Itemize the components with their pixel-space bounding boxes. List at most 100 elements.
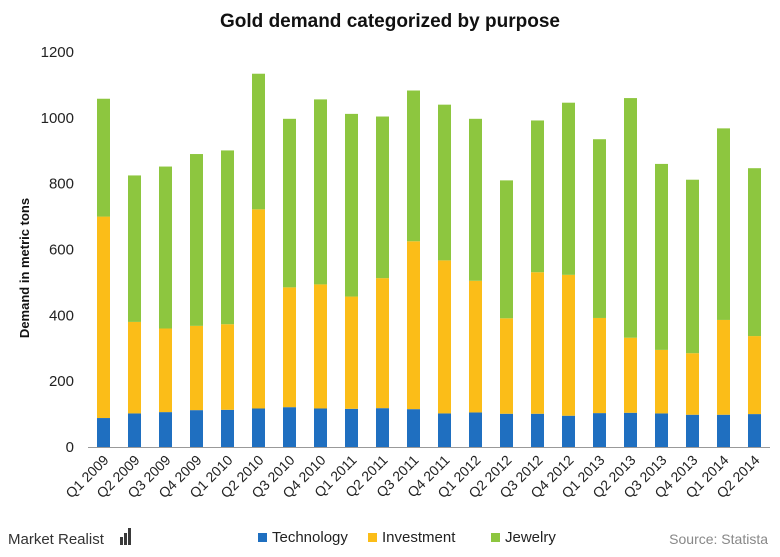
bar-technology xyxy=(438,413,451,447)
legend-swatch xyxy=(368,533,377,542)
bar-investment xyxy=(624,337,637,413)
bar-technology xyxy=(686,414,699,447)
bar-technology xyxy=(500,413,513,447)
source-text: Source: Statista xyxy=(669,531,768,547)
bar-stack xyxy=(717,128,730,447)
bar-technology xyxy=(376,408,389,447)
y-axis-ticks: 0 200 400 600 800 1000 1200 xyxy=(41,44,74,456)
bar-stack xyxy=(345,113,358,447)
y-tick-label: 200 xyxy=(49,373,74,390)
bar-technology xyxy=(221,409,234,447)
bar-jewelry xyxy=(748,168,761,337)
legend-item-investment: Investment xyxy=(368,529,456,546)
brand-text: Market Realist xyxy=(8,531,105,548)
y-axis-label: Demand in metric tons xyxy=(17,198,32,338)
bar-investment xyxy=(128,321,141,414)
legend-item-technology: Technology xyxy=(258,529,348,546)
bar-investment xyxy=(438,260,451,414)
bar-investment xyxy=(376,278,389,409)
bar-jewelry xyxy=(593,139,606,318)
bar-stack xyxy=(624,98,637,447)
chart-title: Gold demand categorized by purpose xyxy=(220,11,560,32)
bar-jewelry xyxy=(190,154,203,326)
bar-technology xyxy=(593,413,606,447)
y-tick-label: 600 xyxy=(49,242,74,259)
bar-jewelry xyxy=(562,102,575,275)
legend-item-jewelry: Jewelry xyxy=(491,529,556,546)
bar-investment xyxy=(97,216,110,419)
bar-technology xyxy=(407,409,420,447)
bar-investment xyxy=(159,328,172,413)
bar-technology xyxy=(159,412,172,447)
bar-jewelry xyxy=(438,104,451,261)
bar-investment xyxy=(531,272,544,414)
bar-jewelry xyxy=(314,99,327,285)
bar-technology xyxy=(283,407,296,447)
bar-jewelry xyxy=(221,150,234,325)
bar-stack xyxy=(190,154,203,447)
bar-jewelry xyxy=(128,175,141,322)
bar-stack xyxy=(655,163,668,447)
bar-jewelry xyxy=(252,73,265,210)
bar-stack xyxy=(593,139,606,447)
market-realist-logo-icon xyxy=(120,528,131,545)
bar-stack xyxy=(531,120,544,447)
bar-stack xyxy=(314,99,327,447)
bar-technology xyxy=(717,414,730,447)
bar-jewelry xyxy=(469,118,482,281)
bar-investment xyxy=(717,319,730,415)
bar-technology xyxy=(624,412,637,447)
bar-investment xyxy=(345,296,358,409)
bar-technology xyxy=(345,408,358,447)
legend: Technology Investment Jewelry xyxy=(258,529,556,546)
bar-jewelry xyxy=(686,179,699,354)
legend-swatch xyxy=(491,533,500,542)
bar-stack xyxy=(469,118,482,447)
bar-investment xyxy=(562,274,575,416)
market-realist-logo: Market Realist xyxy=(8,528,131,548)
y-tick-label: 1200 xyxy=(41,44,74,61)
bar-investment xyxy=(252,209,265,409)
bar-stack xyxy=(500,180,513,447)
bar-technology xyxy=(190,410,203,447)
bar-jewelry xyxy=(283,118,296,288)
bar-stack xyxy=(97,98,110,447)
legend-swatch xyxy=(258,533,267,542)
bar-jewelry xyxy=(717,128,730,320)
bar-stack xyxy=(686,179,699,447)
bar-technology xyxy=(314,408,327,447)
bar-investment xyxy=(469,280,482,413)
bar-investment xyxy=(283,287,296,408)
bar-investment xyxy=(221,324,234,410)
bar-stack xyxy=(159,166,172,447)
bar-investment xyxy=(655,349,668,414)
bar-investment xyxy=(500,318,513,414)
bar-stack xyxy=(376,116,389,447)
bar-jewelry xyxy=(407,90,420,242)
legend-label: Investment xyxy=(382,529,456,546)
bar-stack xyxy=(407,90,420,447)
bar-investment xyxy=(190,325,203,411)
bar-investment xyxy=(748,336,761,415)
bar-stack xyxy=(221,150,234,447)
bar-jewelry xyxy=(97,98,110,217)
bar-jewelry xyxy=(376,116,389,279)
bar-investment xyxy=(314,284,327,409)
y-tick-label: 0 xyxy=(66,439,74,456)
y-tick-label: 1000 xyxy=(41,110,74,127)
bar-stack xyxy=(252,73,265,447)
bar-investment xyxy=(593,317,606,414)
bar-stack xyxy=(128,175,141,447)
bar-jewelry xyxy=(345,113,358,297)
bar-jewelry xyxy=(159,166,172,329)
bar-technology xyxy=(97,418,110,447)
bar-technology xyxy=(469,412,482,447)
bar-investment xyxy=(686,353,699,415)
bar-investment xyxy=(407,241,420,410)
bar-jewelry xyxy=(624,98,637,338)
bar-technology xyxy=(748,414,761,447)
bar-technology xyxy=(531,413,544,447)
bar-stack xyxy=(748,168,761,447)
